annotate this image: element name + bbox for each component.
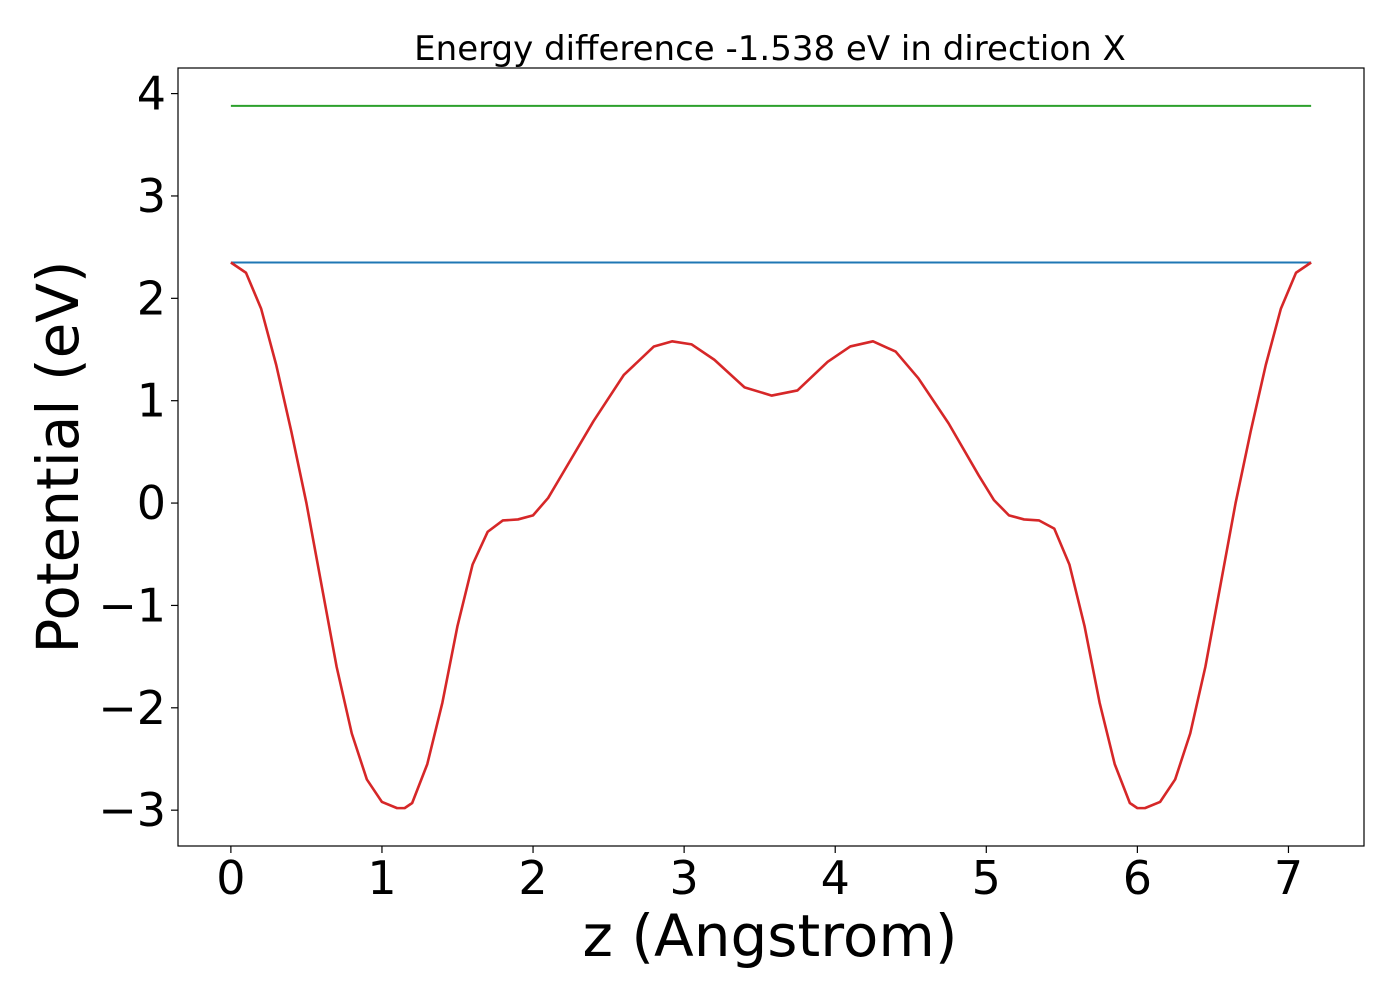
plot-frame — [177, 67, 1365, 847]
y-tick-label: 2 — [137, 271, 166, 325]
chart-title: Energy difference -1.538 eV in direction… — [414, 29, 1126, 69]
plot-series — [230, 104, 1312, 810]
y-tick-label: 3 — [137, 169, 166, 223]
series-line-2 — [230, 261, 1312, 810]
y-tick-label: −1 — [98, 578, 166, 632]
y-tick-label: 1 — [137, 374, 166, 428]
x-axis-label: z (Angstrom) — [583, 902, 958, 970]
x-tick-label: 5 — [972, 851, 1001, 905]
x-tick-label: 4 — [821, 851, 850, 905]
x-axis: 0 1 2 3 4 5 6 7 — [216, 846, 1303, 905]
y-axis: −3 −2 −1 0 1 2 3 4 — [98, 67, 178, 837]
x-tick-label: 1 — [367, 851, 396, 905]
x-tick-label: 7 — [1274, 851, 1303, 905]
y-axis-label: Potential (eV) — [24, 260, 92, 653]
y-tick-label: 0 — [137, 476, 166, 530]
y-tick-label: −3 — [98, 783, 166, 837]
x-tick-label: 0 — [216, 851, 245, 905]
y-tick-label: 4 — [137, 67, 166, 121]
x-tick-label: 3 — [669, 851, 698, 905]
x-tick-label: 2 — [518, 851, 547, 905]
y-tick-label: −2 — [98, 681, 166, 735]
x-tick-label: 6 — [1123, 851, 1152, 905]
